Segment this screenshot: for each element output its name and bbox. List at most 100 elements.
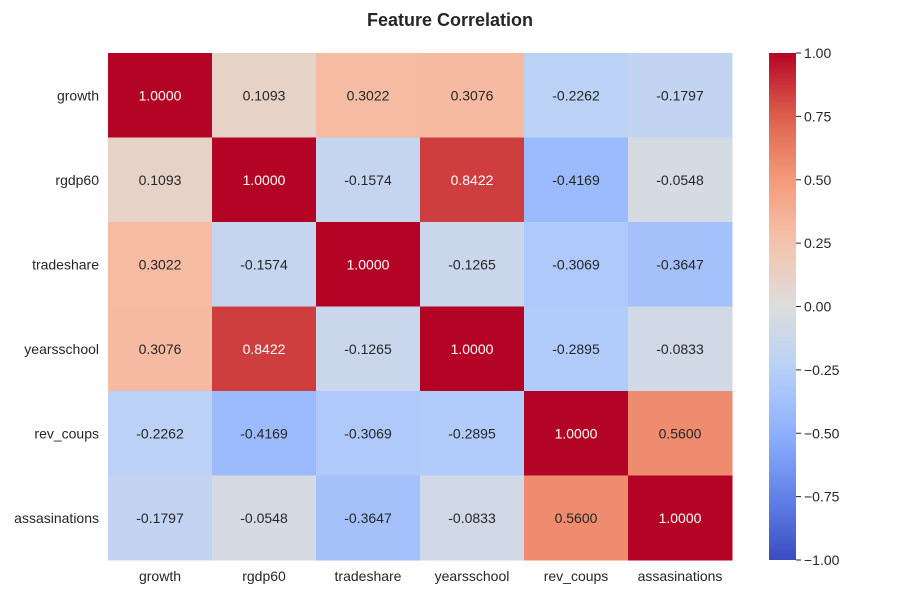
colorbar-gradient xyxy=(769,53,796,560)
heatmap-cell-yearsschool-assasinations xyxy=(628,306,733,392)
cell-value-label: 1.0000 xyxy=(555,425,598,441)
cell-value-label: -0.2895 xyxy=(552,341,600,357)
heatmap-cell-assasinations-assasinations xyxy=(628,475,733,561)
x-tick-label-rgdp60: rgdp60 xyxy=(242,568,286,584)
cell-value-label: -0.3069 xyxy=(344,425,392,441)
cell-value-label: -0.2262 xyxy=(136,425,184,441)
cell-value-label: 0.3022 xyxy=(347,87,390,103)
heatmap-cell-rev_coups-growth xyxy=(108,391,213,476)
heatmap-cell-rev_coups-tradeshare xyxy=(316,391,421,476)
cell-value-label: 1.0000 xyxy=(243,172,286,188)
heatmap-cell-rgdp60-yearsschool xyxy=(420,137,525,223)
cell-value-label: 0.8422 xyxy=(243,341,286,357)
colorbar-tick-label: 0.25 xyxy=(804,235,831,251)
cell-value-label: 1.0000 xyxy=(347,256,390,272)
colorbar-tick-label: −0.25 xyxy=(804,362,840,378)
cell-value-label: -0.4169 xyxy=(240,425,288,441)
heatmap-cell-growth-growth xyxy=(108,53,213,138)
heatmap-cell-tradeshare-assasinations xyxy=(628,222,733,307)
heatmap-cell-growth-yearsschool xyxy=(420,53,525,138)
heatmap-cell-rgdp60-tradeshare xyxy=(316,137,421,223)
cell-value-label: 0.1093 xyxy=(139,172,182,188)
heatmap-cell-rev_coups-yearsschool xyxy=(420,391,525,476)
y-tick-label-rgdp60: rgdp60 xyxy=(55,172,99,188)
cell-value-label: -0.1265 xyxy=(448,256,496,272)
x-tick-labels: growth rgdp60 tradeshare yearsschool rev_cou… xyxy=(139,568,722,584)
colorbar-tick-label: −0.75 xyxy=(804,489,840,505)
x-tick-label-yearsschool: yearsschool xyxy=(435,568,510,584)
colorbar-tick-label: 0.50 xyxy=(804,172,831,188)
heatmap-cell-assasinations-growth xyxy=(108,475,213,561)
cell-value-label: -0.1574 xyxy=(240,256,288,272)
cell-value-label: 0.5600 xyxy=(659,425,702,441)
cell-value-label: -0.4169 xyxy=(552,172,600,188)
heatmap-cell-assasinations-yearsschool xyxy=(420,475,525,561)
cell-value-label: -0.3647 xyxy=(344,510,392,526)
cell-value-label: -0.2895 xyxy=(448,425,496,441)
heatmap-cell-growth-rev_coups xyxy=(524,53,629,138)
heatmap-cell-assasinations-tradeshare xyxy=(316,475,421,561)
heatmap-cell-tradeshare-tradeshare xyxy=(316,222,421,307)
x-tick-label-rev_coups: rev_coups xyxy=(544,568,609,584)
y-tick-label-assasinations: assasinations xyxy=(14,510,99,526)
heatmap-cell-tradeshare-rgdp60 xyxy=(212,222,317,307)
heatmap-cell-growth-tradeshare xyxy=(316,53,421,138)
y-tick-labels: growth rgdp60 tradeshare yearsschool rev_cou… xyxy=(14,87,99,526)
y-tick-label-growth: growth xyxy=(57,87,99,103)
cell-value-label: -0.3069 xyxy=(552,256,600,272)
heatmap-cell-rgdp60-assasinations xyxy=(628,137,733,223)
colorbar: 1.00 0.75 0.50 0.25 0.00 −0.25 −0.50 −0.75 −1.00 xyxy=(769,45,840,568)
x-tick-label-assasinations: assasinations xyxy=(638,568,723,584)
cell-value-label: 1.0000 xyxy=(451,341,494,357)
y-tick-label-rev_coups: rev_coups xyxy=(34,425,99,441)
cell-value-label: -0.2262 xyxy=(552,87,600,103)
heatmap-cell-rev_coups-rgdp60 xyxy=(212,391,317,476)
heatmap-cell-growth-rgdp60 xyxy=(212,53,317,138)
x-tick-label-tradeshare: tradeshare xyxy=(335,568,402,584)
heatmap-cell-rgdp60-rev_coups xyxy=(524,137,629,223)
heatmap-cell-tradeshare-growth xyxy=(108,222,213,307)
cell-value-label: 0.5600 xyxy=(555,510,598,526)
heatmap-cell-tradeshare-yearsschool xyxy=(420,222,525,307)
colorbar-tick-label: 0.00 xyxy=(804,299,831,315)
cell-value-label: 1.0000 xyxy=(139,87,182,103)
cell-value-label: -0.0833 xyxy=(656,341,704,357)
colorbar-tick-label: 0.75 xyxy=(804,108,831,124)
heatmap-cell-tradeshare-rev_coups xyxy=(524,222,629,307)
cell-value-label: 0.3076 xyxy=(451,87,494,103)
cell-value-label: -0.1797 xyxy=(136,510,184,526)
cell-value-label: -0.1265 xyxy=(344,341,392,357)
heatmap-cell-assasinations-rgdp60 xyxy=(212,475,317,561)
heatmap-cell-rev_coups-rev_coups xyxy=(524,391,629,476)
cell-value-label: -0.1574 xyxy=(344,172,392,188)
y-tick-label-yearsschool: yearsschool xyxy=(24,341,99,357)
cell-value-label: -0.0548 xyxy=(656,172,704,188)
cell-value-label: 0.3076 xyxy=(139,341,182,357)
chart-title: Feature Correlation xyxy=(367,10,533,30)
colorbar-tick-label: −0.50 xyxy=(804,425,840,441)
cell-value-label: 0.3022 xyxy=(139,256,182,272)
heatmap-cell-yearsschool-yearsschool xyxy=(420,306,525,392)
cell-value-label: -0.0548 xyxy=(240,510,288,526)
heatmap-cells: 1.0000 0.1093 0.3022 0.3076 -0.2262 -0.1797 0.… xyxy=(108,53,733,561)
colorbar-tick-label: 1.00 xyxy=(804,45,831,61)
heatmap-cell-assasinations-rev_coups xyxy=(524,475,629,561)
cell-value-label: -0.0833 xyxy=(448,510,496,526)
heatmap-cell-rgdp60-growth xyxy=(108,137,213,223)
cell-value-label: 0.8422 xyxy=(451,172,494,188)
cell-value-label: 1.0000 xyxy=(659,510,702,526)
heatmap-cell-yearsschool-rgdp60 xyxy=(212,306,317,392)
cell-value-label: 0.1093 xyxy=(243,87,286,103)
cell-value-label: -0.3647 xyxy=(656,256,704,272)
heatmap-cell-yearsschool-tradeshare xyxy=(316,306,421,392)
heatmap-cell-growth-assasinations xyxy=(628,53,733,138)
y-tick-label-tradeshare: tradeshare xyxy=(32,256,99,272)
cell-value-label: -0.1797 xyxy=(656,87,704,103)
heatmap-cell-rev_coups-assasinations xyxy=(628,391,733,476)
heatmap-cell-yearsschool-rev_coups xyxy=(524,306,629,392)
colorbar-tick-label: −1.00 xyxy=(804,552,840,568)
heatmap-cell-yearsschool-growth xyxy=(108,306,213,392)
heatmap-cell-rgdp60-rgdp60 xyxy=(212,137,317,223)
x-tick-label-growth: growth xyxy=(139,568,181,584)
